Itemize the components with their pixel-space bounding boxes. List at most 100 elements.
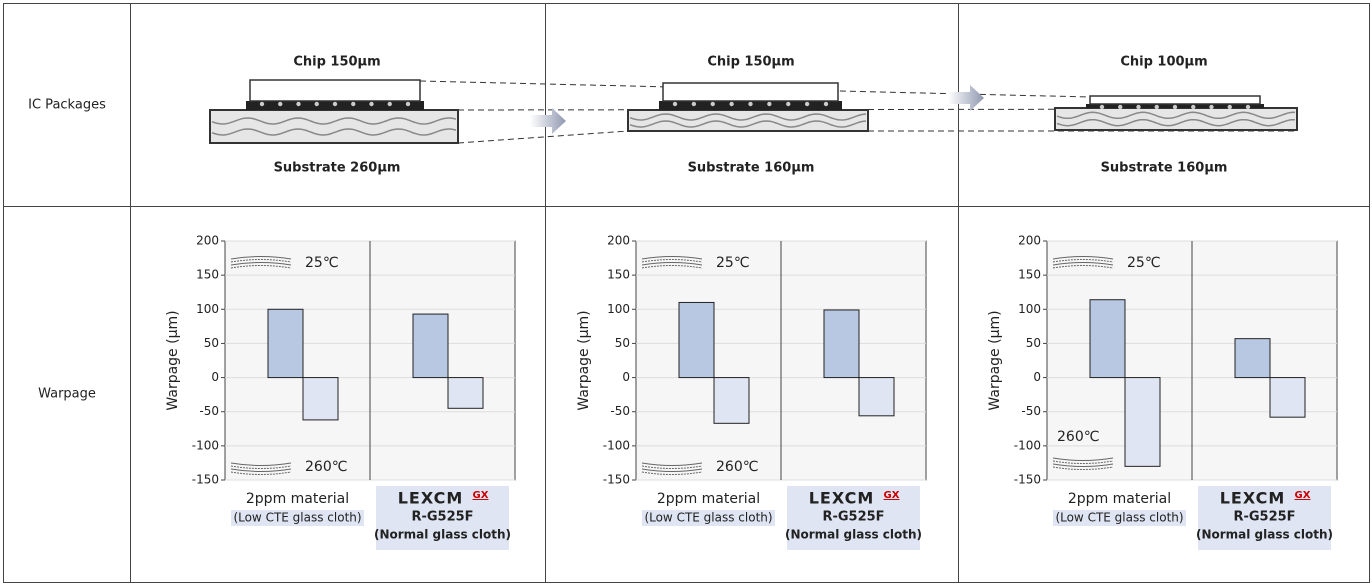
row-header: IC Packages <box>28 98 106 113</box>
legend-label: 260℃ <box>305 459 347 475</box>
category-label: 2ppm material <box>1068 491 1171 507</box>
chip <box>663 83 838 101</box>
chip-label: Chip 150μm <box>707 55 794 70</box>
y-tick-label: 50 <box>204 336 219 350</box>
bump <box>767 102 771 106</box>
y-tick-label: 150 <box>196 268 219 282</box>
y-axis-label: Warpage (μm) <box>987 310 1003 410</box>
y-tick-label: 200 <box>1018 234 1041 248</box>
brand-sub: GX <box>473 490 489 501</box>
arrow <box>948 85 984 111</box>
brand: LEXCM <box>809 489 875 508</box>
substrate-label: Substrate 160μm <box>1101 161 1228 176</box>
y-tick-label: 100 <box>196 302 219 316</box>
bump <box>1136 105 1140 109</box>
category-label: 2ppm material <box>657 491 760 507</box>
y-tick-label: 0 <box>622 370 630 384</box>
bump <box>406 102 410 106</box>
brand: LEXCM <box>398 489 464 508</box>
category-note: (Low CTE glass cloth) <box>644 511 772 525</box>
bump <box>786 102 790 106</box>
bump <box>351 102 355 106</box>
bump <box>260 102 264 106</box>
y-tick-label: 100 <box>607 302 630 316</box>
bump <box>333 102 337 106</box>
bump <box>1246 105 1250 109</box>
legend-label: 25℃ <box>305 255 339 271</box>
bump <box>805 102 809 106</box>
bar <box>679 302 714 377</box>
bump <box>1228 105 1232 109</box>
y-tick-label: 0 <box>1033 370 1041 384</box>
bump <box>1209 105 1213 109</box>
bump <box>388 102 392 106</box>
legend-label: 260℃ <box>716 459 758 475</box>
category-note: (Normal glass cloth) <box>374 528 511 542</box>
chip-label: Chip 150μm <box>293 55 380 70</box>
chip <box>1090 96 1260 104</box>
bump <box>1173 105 1177 109</box>
bar <box>824 310 859 378</box>
brand: LEXCM <box>1220 489 1286 508</box>
bar <box>1270 378 1305 418</box>
category-label: R-G525F <box>411 510 473 525</box>
bump <box>278 102 282 106</box>
substrate-label: Substrate 260μm <box>274 161 401 176</box>
bar <box>268 309 303 377</box>
substrate <box>210 110 458 143</box>
legend-label: 260℃ <box>1057 429 1099 445</box>
bump <box>296 102 300 106</box>
bar <box>1235 339 1270 378</box>
y-axis-label: Warpage (μm) <box>576 310 592 410</box>
y-tick-label: -100 <box>192 438 219 452</box>
bar <box>859 378 894 416</box>
category-label: R-G525F <box>822 510 884 525</box>
bump <box>824 102 828 106</box>
arrow <box>530 108 566 134</box>
y-tick-label: -50 <box>610 404 630 418</box>
category-note: (Low CTE glass cloth) <box>233 511 361 525</box>
bump <box>673 102 677 106</box>
brand-sub: GX <box>884 490 900 501</box>
y-tick-label: -100 <box>603 438 630 452</box>
legend-label: 25℃ <box>1127 255 1161 271</box>
bump <box>729 102 733 106</box>
page: IC Packages Warpage Chip 150μm Substrate … <box>0 0 1372 586</box>
bump <box>1155 105 1159 109</box>
bar <box>714 378 749 424</box>
category-note: (Normal glass cloth) <box>785 528 922 542</box>
y-axis-label: Warpage (μm) <box>165 310 181 410</box>
y-tick-label: 50 <box>1026 336 1041 350</box>
category-label: 2ppm material <box>246 491 349 507</box>
category-note: (Normal glass cloth) <box>1196 528 1333 542</box>
y-tick-label: 100 <box>1018 302 1041 316</box>
bump <box>315 102 319 106</box>
y-tick-label: -150 <box>192 473 219 487</box>
y-tick-label: -50 <box>199 404 219 418</box>
bump <box>1100 105 1104 109</box>
chip <box>250 80 420 101</box>
y-tick-label: -100 <box>1014 438 1041 452</box>
substrate-label: Substrate 160μm <box>688 161 815 176</box>
bar <box>448 378 483 409</box>
row-header: Warpage <box>38 387 96 402</box>
y-tick-label: -150 <box>1014 473 1041 487</box>
y-tick-label: 200 <box>607 234 630 248</box>
bump <box>369 102 373 106</box>
y-tick-label: 150 <box>607 268 630 282</box>
legend-label: 25℃ <box>716 255 750 271</box>
category-label: R-G525F <box>1233 510 1295 525</box>
bump <box>1191 105 1195 109</box>
chip-label: Chip 100μm <box>1120 55 1207 70</box>
bar <box>303 378 338 420</box>
bar <box>413 314 448 378</box>
bump <box>1118 105 1122 109</box>
category-note: (Low CTE glass cloth) <box>1055 511 1183 525</box>
bump <box>748 102 752 106</box>
bar <box>1125 378 1160 467</box>
y-tick-label: 0 <box>211 370 219 384</box>
y-tick-label: 150 <box>1018 268 1041 282</box>
y-tick-label: 50 <box>615 336 630 350</box>
y-tick-label: 200 <box>196 234 219 248</box>
bar <box>1090 300 1125 378</box>
